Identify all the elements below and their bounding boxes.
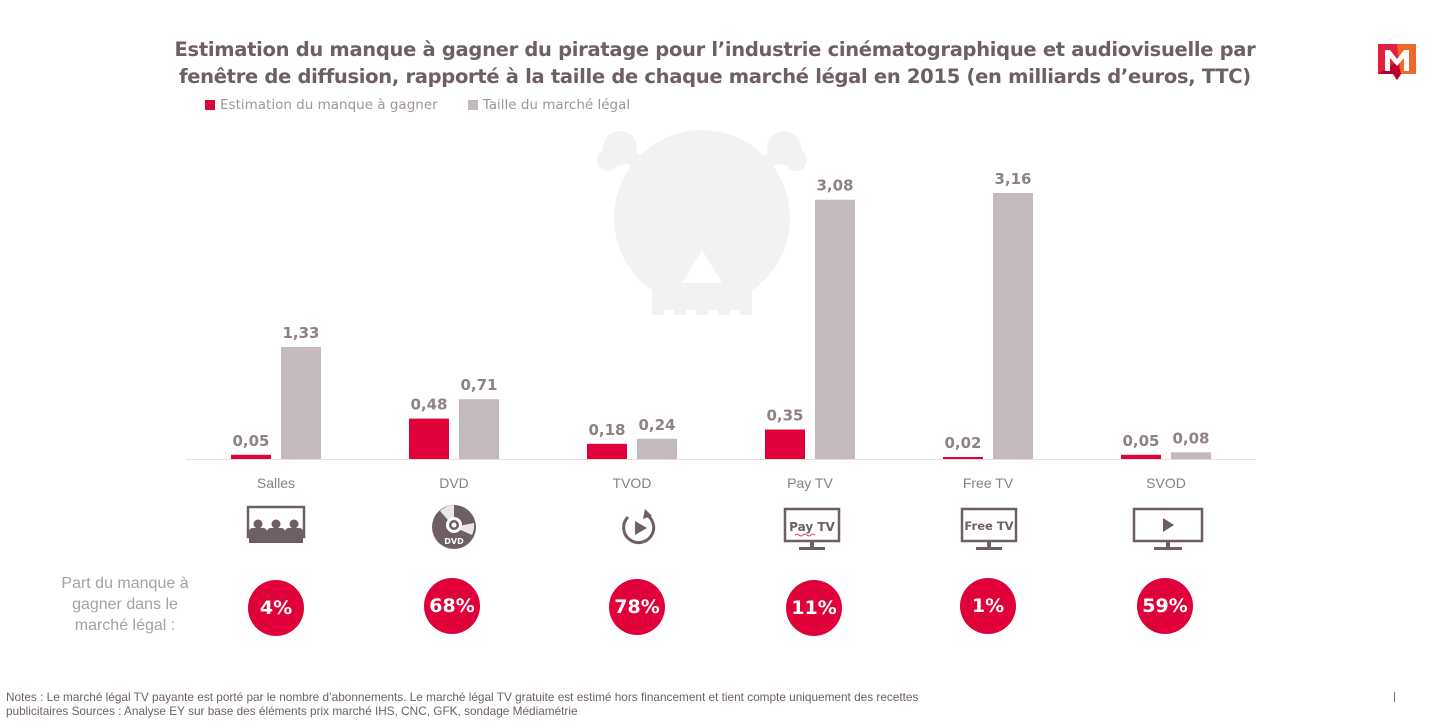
data-label: 3,16 — [994, 170, 1031, 188]
share-title-line-3: marché légal : — [74, 617, 176, 634]
category-label: Salles — [257, 475, 295, 491]
data-label: 0,05 — [232, 432, 269, 450]
footnote-line-2: publicitaires Sources : Analyse EY sur b… — [6, 704, 578, 718]
data-label: 3,08 — [816, 177, 853, 195]
category-label: DVD — [439, 475, 469, 491]
bar-market-pay-tv — [815, 199, 855, 459]
share-title-line-2: gagner dans le — [72, 596, 178, 613]
pay-tv-icon-text: Pay TV — [789, 520, 835, 534]
bar-market-dvd — [459, 399, 499, 459]
chart-title: Estimation du manque à gagner du piratag… — [150, 36, 1280, 90]
share-badge-dvd: 68% — [424, 578, 480, 634]
data-label: 0,02 — [944, 434, 981, 452]
share-badge-salles: 4% — [248, 580, 304, 636]
pay-tv-screen-icon: Pay TV — [783, 507, 841, 550]
data-label: 0,08 — [1172, 429, 1209, 447]
share-title: Part du manque à gagner dans le marché l… — [30, 573, 220, 636]
data-label: 0,48 — [410, 396, 447, 414]
legend-label: Estimation du manque à gagner — [220, 97, 438, 113]
bar-loss-dvd — [409, 418, 449, 459]
chart-title-line-2: fenêtre de diffusion, rapporté à la tail… — [179, 65, 1251, 88]
data-label: 1,33 — [282, 324, 319, 342]
legend-item-estimation: Estimation du manque à gagner — [205, 97, 438, 113]
share-badge-pay-tv: 11% — [786, 580, 842, 636]
m-logo-icon — [1378, 44, 1416, 80]
footnote-line-1: Notes : Le marché légal TV payante est p… — [6, 690, 919, 704]
data-label: 0,71 — [460, 376, 497, 394]
legend-label: Taille du marché légal — [482, 97, 631, 113]
dvd-icon-text: DVD — [444, 537, 464, 546]
footnotes: Notes : Le marché légal TV payante est p… — [6, 690, 1086, 718]
bar-market-tvod — [637, 438, 677, 459]
streaming-screen-icon — [1132, 507, 1204, 550]
bar-loss-free-tv — [943, 457, 983, 459]
page-marker — [1394, 692, 1395, 702]
replay-play-icon — [622, 509, 656, 545]
category-label: Pay TV — [787, 475, 833, 491]
category-label: TVOD — [613, 475, 652, 491]
bar-market-free-tv — [993, 193, 1033, 459]
bar-loss-pay-tv — [765, 429, 805, 459]
bar-market-salles — [281, 347, 321, 459]
bar-market-svod — [1171, 452, 1211, 459]
chart-title-line-1: Estimation du manque à gagner du piratag… — [174, 38, 1256, 61]
dvd-disc-icon: DVD — [432, 505, 476, 549]
legend-swatch-gray — [467, 100, 478, 110]
category-label: Free TV — [963, 475, 1014, 491]
free-tv-icon-text: Free TV — [964, 519, 1013, 533]
share-badge-free-tv: 1% — [960, 578, 1016, 634]
bar-loss-tvod — [587, 443, 627, 459]
legend-swatch-red — [205, 100, 215, 110]
bar-loss-svod — [1121, 454, 1161, 459]
cinema-audience-icon — [246, 505, 306, 543]
bar-loss-salles — [231, 454, 271, 459]
share-badge-tvod: 78% — [609, 579, 665, 635]
category-label: SVOD — [1146, 475, 1186, 491]
data-label: 0,35 — [766, 407, 803, 425]
data-label: 0,18 — [588, 421, 625, 439]
bar-chart: 0,05 1,33 Salles 0,48 0,71 DVD 0,18 0,24 TVOD 0,3… — [186, 130, 1256, 491]
legend-item-market: Taille du marché légal — [467, 97, 631, 113]
skull-watermark-icon — [597, 130, 807, 315]
data-label: 0,24 — [638, 416, 675, 434]
free-tv-screen-icon: Free TV — [960, 507, 1018, 550]
share-title-line-1: Part du manque à — [61, 575, 189, 592]
share-badge-svod: 59% — [1137, 578, 1193, 634]
legend: Estimation du manque à gagner Taille du … — [205, 97, 630, 113]
data-label: 0,05 — [1122, 432, 1159, 450]
